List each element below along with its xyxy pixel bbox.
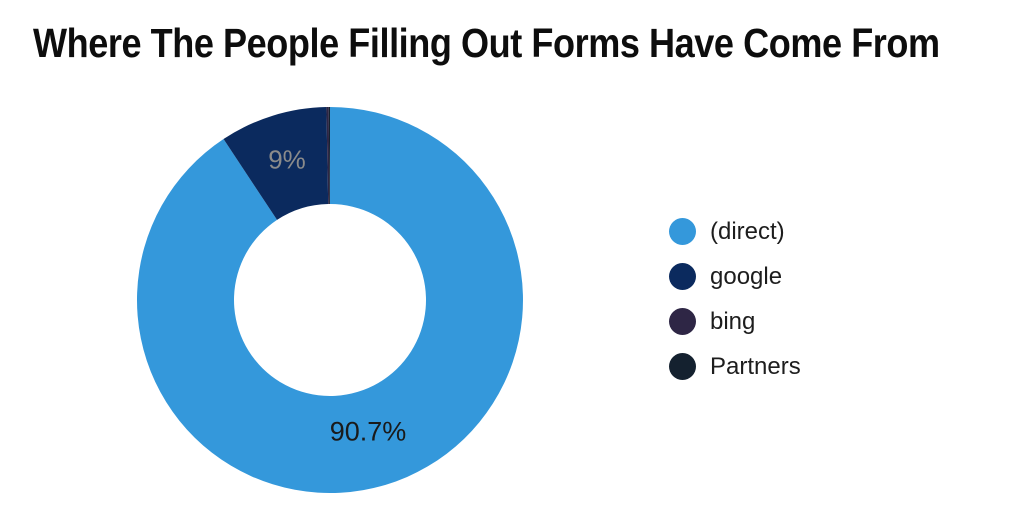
legend-swatch-direct (669, 218, 696, 245)
legend-item-google[interactable]: google (669, 254, 801, 299)
legend-label-direct: (direct) (710, 217, 785, 245)
legend: (direct) google bing Partners (669, 209, 801, 389)
legend-item-partners[interactable]: Partners (669, 344, 801, 389)
legend-label-partners: Partners (710, 352, 801, 380)
legend-label-google: google (710, 262, 783, 290)
pie-slice-google[interactable] (223, 107, 329, 220)
legend-swatch-partners (669, 353, 696, 380)
legend-item-direct[interactable]: (direct) (669, 209, 801, 254)
chart-title: Where The People Filling Out Forms Have … (33, 20, 940, 66)
legend-label-bing: bing (710, 307, 756, 335)
legend-swatch-google (669, 263, 696, 290)
legend-swatch-bing (669, 308, 696, 335)
legend-item-bing[interactable]: bing (669, 299, 801, 344)
pie-slice-direct[interactable] (136, 107, 523, 493)
pie-slice-bing[interactable] (326, 107, 330, 205)
pie-slice-partners[interactable] (328, 106, 330, 204)
